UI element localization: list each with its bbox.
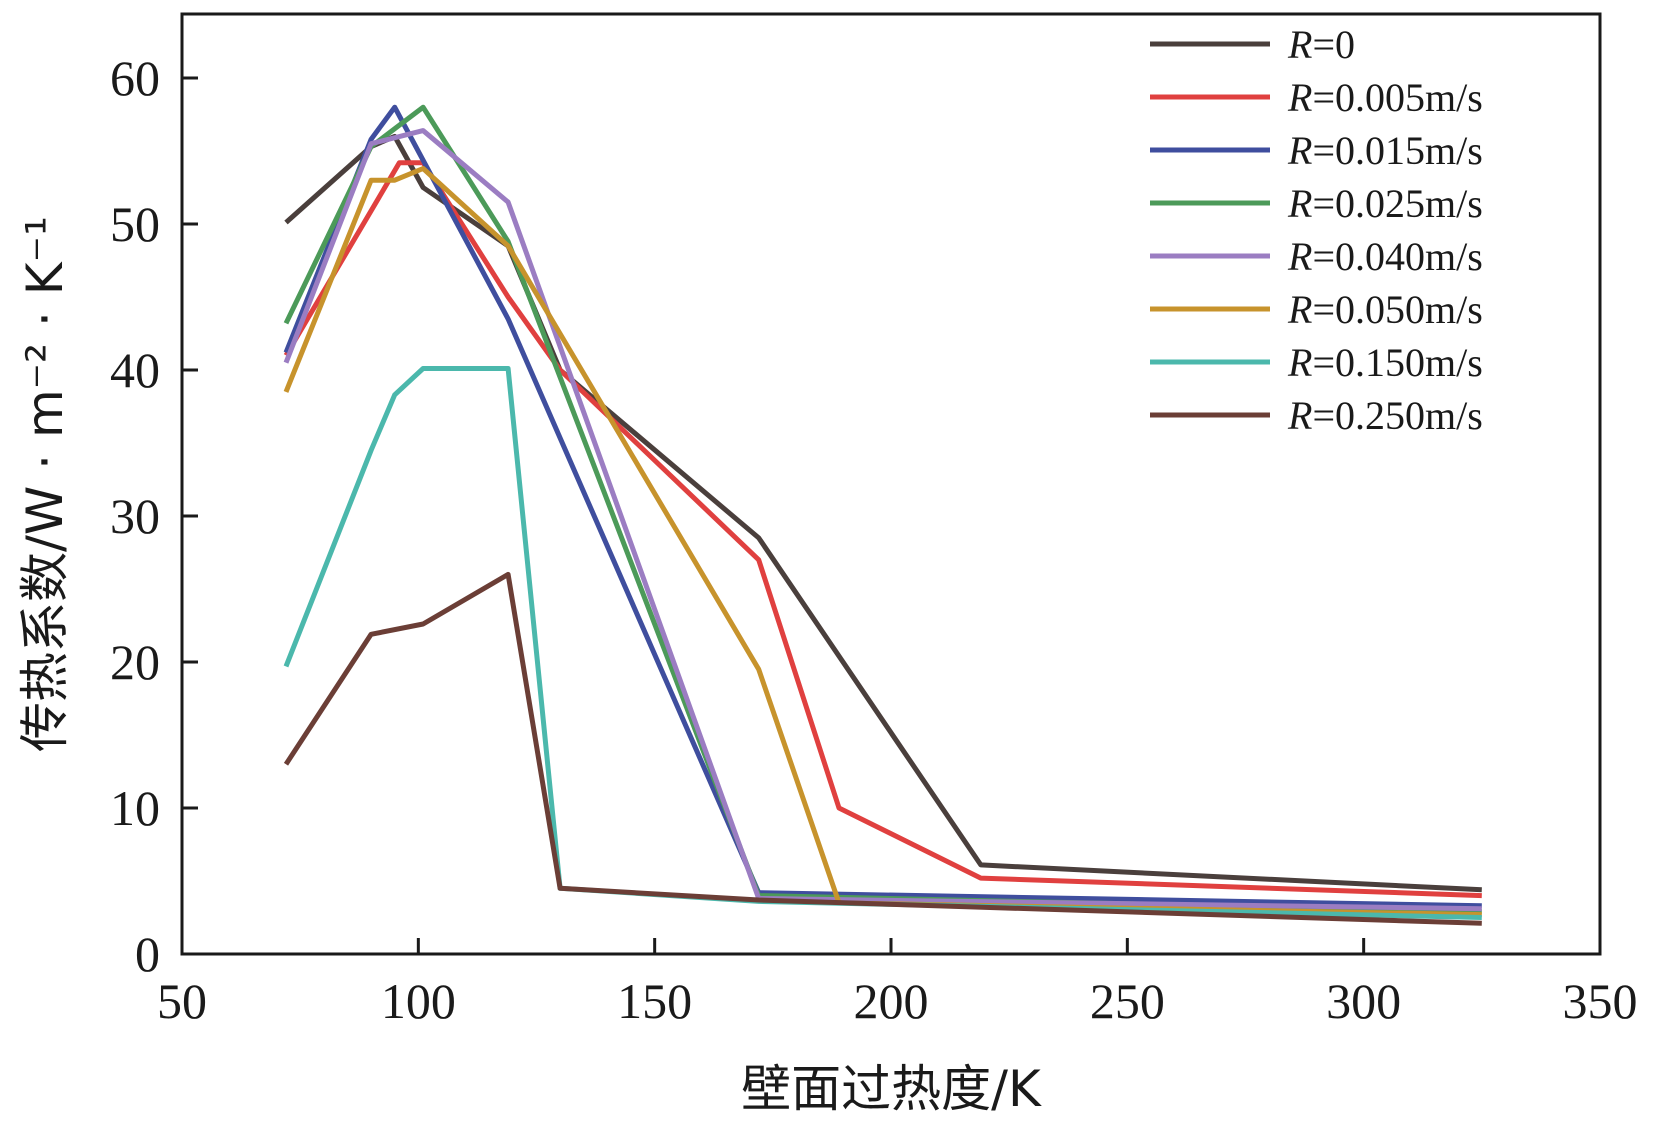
series-line-5 xyxy=(283,166,1482,918)
y-tick-label: 50 xyxy=(110,196,160,252)
x-tick-label: 250 xyxy=(1090,973,1165,1029)
legend-label-1: R=0.005m/s xyxy=(1287,75,1483,120)
x-tick-label: 350 xyxy=(1563,973,1638,1029)
x-tick-label: 100 xyxy=(381,973,456,1029)
legend: R=0 R=0.005m/s R=0.015m/s R=0.025m/s R=0.040… xyxy=(1150,22,1483,438)
y-tick-label: 40 xyxy=(110,342,160,398)
series-layer xyxy=(283,104,1482,926)
y-tick-label: 30 xyxy=(110,488,160,544)
axis-ticks: 50 100 150 200 250 300 350 0 10 20 30 40 50 60 xyxy=(110,50,1638,1029)
legend-label-4: R=0.040m/s xyxy=(1287,234,1483,279)
y-tick-label: 0 xyxy=(135,926,160,982)
x-tick-label: 300 xyxy=(1326,973,1401,1029)
series-line-7 xyxy=(283,571,1482,926)
legend-label-6: R=0.150m/s xyxy=(1287,340,1483,385)
legend-label-0: R=0 xyxy=(1287,22,1355,67)
legend-label-3: R=0.025m/s xyxy=(1287,181,1483,226)
y-tick-label: 60 xyxy=(110,50,160,106)
series-line-1 xyxy=(283,160,1482,899)
legend-label-2: R=0.015m/s xyxy=(1287,128,1483,173)
x-tick-label: 200 xyxy=(854,973,929,1029)
legend-label-5: R=0.050m/s xyxy=(1287,287,1483,332)
y-tick-label: 10 xyxy=(110,780,160,836)
x-axis-title: 壁面过热度/K xyxy=(741,1060,1042,1118)
y-tick-label: 20 xyxy=(110,634,160,690)
x-tick-label: 150 xyxy=(617,973,692,1029)
x-tick-label: 50 xyxy=(157,973,207,1029)
series-line-6 xyxy=(283,366,1482,920)
series-line-4 xyxy=(283,128,1482,912)
y-axis-title: 传热系数/W · m⁻² · K⁻¹ xyxy=(16,216,74,752)
legend-label-7: R=0.250m/s xyxy=(1287,393,1483,438)
